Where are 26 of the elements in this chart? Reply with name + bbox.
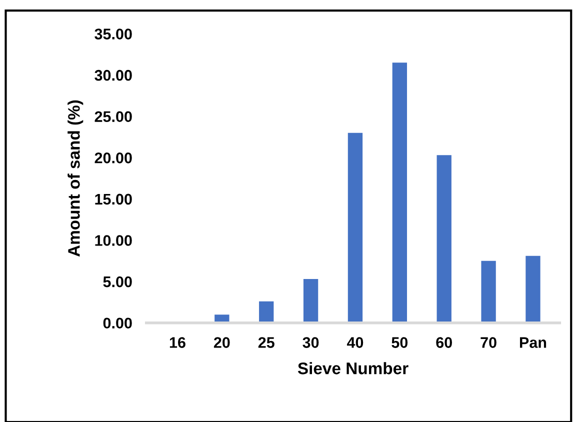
y-tick-label: 25.00	[94, 111, 132, 122]
bar	[348, 132, 363, 323]
y-tick-label: 30.00	[94, 70, 132, 81]
x-tick-label: 25	[258, 337, 274, 348]
bar	[303, 279, 318, 323]
x-tick-label: 16	[170, 337, 186, 348]
x-tick-label: 40	[346, 337, 364, 348]
y-tick-label: 10.00	[95, 235, 132, 246]
bar	[481, 260, 496, 323]
x-tick-label: Pan	[520, 337, 546, 348]
y-axis-title: Amount of sand (%)	[68, 100, 84, 257]
y-tick-label: 15.00	[95, 194, 132, 205]
x-tick-label: 70	[480, 337, 496, 348]
x-axis-title: Sieve Number	[298, 362, 408, 374]
x-tick-label: 20	[214, 337, 230, 348]
x-tick-label: 30	[302, 337, 319, 348]
y-tick-label: 35.00	[94, 28, 132, 40]
y-tick-label: 0.00	[103, 318, 132, 329]
y-tick-label: 5.00	[103, 276, 132, 288]
bar	[259, 301, 274, 323]
bar	[392, 62, 408, 323]
bar	[436, 155, 452, 323]
x-tick-label: 60	[436, 337, 452, 348]
x-tick-label: 50	[392, 337, 408, 348]
bar	[526, 256, 540, 323]
y-tick-label: 20.00	[94, 152, 132, 164]
